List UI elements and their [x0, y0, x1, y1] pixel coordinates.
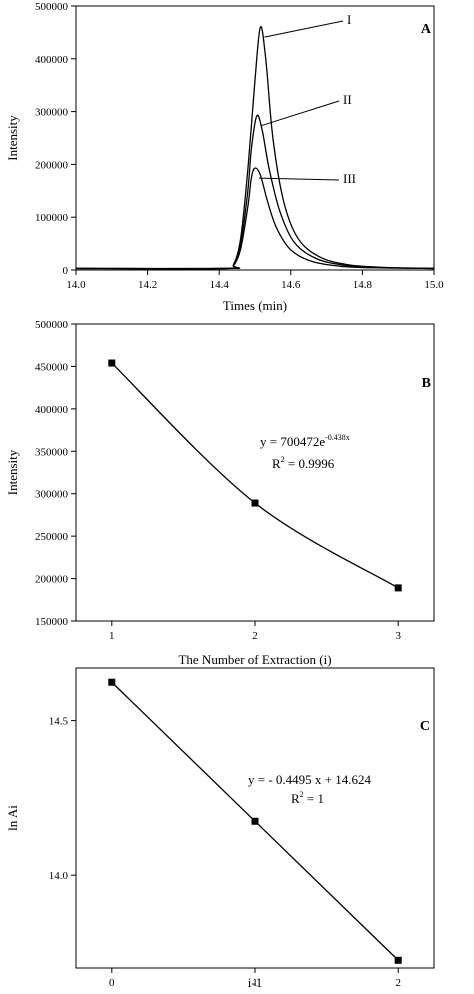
panel-letter: A — [421, 22, 432, 37]
panel-c-lnai-vs-i-minus-1: 0 1 2 14.0 14.5 Ci-1 ln Ai y = - 0.4495 x + 14.… — [5, 667, 435, 990]
x-axis-title: Times (min) — [223, 298, 287, 313]
data-point — [251, 817, 259, 825]
r-squared: R2 = 0.9996 — [272, 455, 335, 471]
y-tick-label: 300000 — [35, 107, 69, 119]
x-tick-label: 15.0 — [424, 279, 444, 291]
fit-curve — [111, 362, 399, 589]
y-tick-label: 300000 — [35, 489, 69, 501]
series-line-III — [75, 167, 435, 270]
series-leader-I — [264, 20, 344, 38]
series-label-II: II — [343, 92, 352, 107]
y-axis-title: Intensity — [5, 115, 20, 161]
y-tick-label: 14.0 — [49, 870, 69, 882]
data-point — [108, 359, 116, 367]
x-tick-label: 14.4 — [210, 279, 230, 291]
series-leader-II — [260, 100, 340, 127]
plot-frame — [75, 323, 435, 622]
x-tick-label: 0 — [109, 977, 115, 989]
series-leader-III — [258, 177, 340, 181]
panel-letter: C — [420, 719, 430, 734]
x-tick-label: 3 — [395, 630, 401, 642]
y-tick-label: 0 — [63, 265, 69, 277]
y-tick-label: 450000 — [35, 361, 69, 373]
x-axis-title: The Number of Extraction (i) — [178, 652, 331, 667]
y-tick-label: 250000 — [35, 531, 69, 543]
r-squared: R2 = 1 — [291, 790, 324, 806]
x-tick-label: 2 — [395, 977, 401, 989]
y-tick-label: 400000 — [35, 54, 69, 66]
y-tick-label: 100000 — [35, 212, 69, 224]
series-label-I: I — [347, 12, 351, 27]
x-tick-label: 1 — [252, 977, 258, 989]
series-line-I — [75, 26, 435, 270]
panel-letter: B — [422, 376, 431, 391]
data-point — [394, 956, 402, 964]
y-tick-label: 200000 — [35, 159, 69, 171]
y-tick-label: 350000 — [35, 446, 69, 458]
data-point — [108, 678, 116, 686]
x-tick-label: 2 — [252, 630, 258, 642]
data-point — [394, 584, 402, 592]
panel-a-chromatogram: 14.0 14.2 14.4 14.6 14.8 15.0 0 100000 200000 300… — [5, 1, 444, 313]
x-axis-title: i-1 — [248, 975, 262, 990]
data-point — [251, 499, 259, 507]
y-tick-label: 400000 — [35, 404, 69, 416]
x-tick-label: 1 — [109, 630, 115, 642]
y-tick-label: 14.5 — [49, 716, 69, 728]
y-axis-title: Intensity — [5, 449, 20, 495]
x-tick-label: 14.8 — [353, 279, 373, 291]
x-tick-label: 14.6 — [281, 279, 301, 291]
y-tick-label: 200000 — [35, 574, 69, 586]
plot-frame — [75, 5, 435, 271]
y-tick-label: 500000 — [35, 1, 69, 13]
series-label-III: III — [343, 171, 356, 186]
x-tick-label: 14.2 — [138, 279, 157, 291]
y-axis-title: ln Ai — [5, 805, 20, 831]
fit-equation: y = 700472e-0.438x — [260, 433, 350, 449]
y-tick-label: 500000 — [35, 319, 69, 331]
series-line-II — [75, 114, 435, 270]
x-tick-label: 14.0 — [66, 279, 86, 291]
panel-b-intensity-vs-extraction: 1 2 3 150000 200000 250000 300000 350000 400000 4… — [5, 319, 435, 667]
y-tick-label: 150000 — [35, 616, 69, 628]
fit-equation: y = - 0.4495 x + 14.624 — [248, 772, 371, 787]
